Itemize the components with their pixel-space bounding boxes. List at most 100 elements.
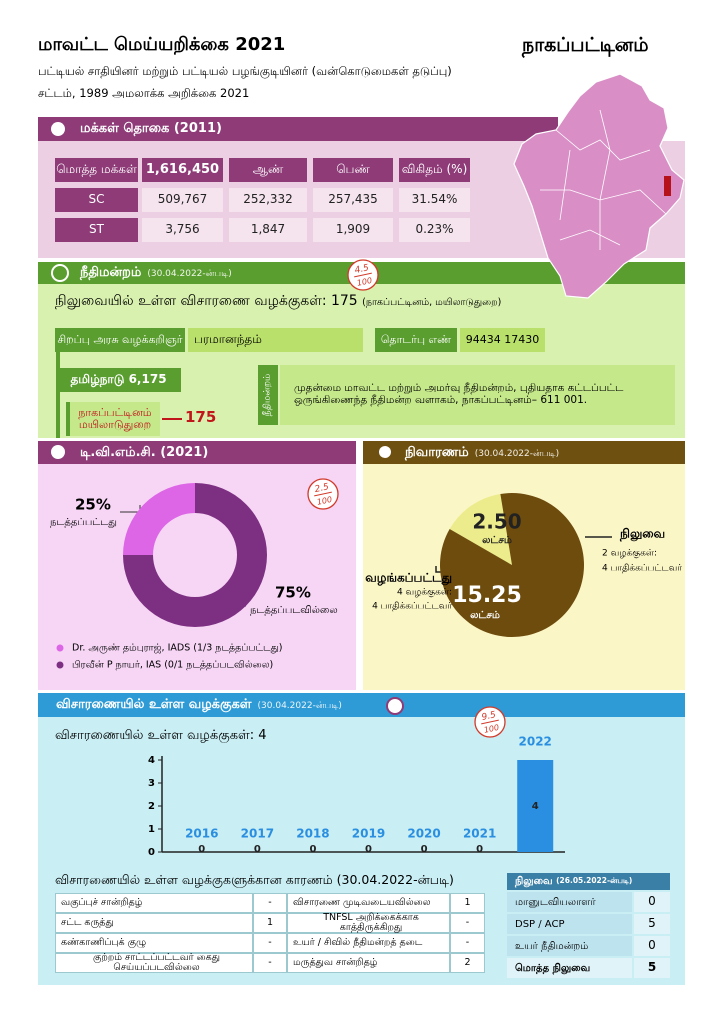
section-title: நீதிமன்றம் <box>80 265 142 280</box>
table-cell: 1,909 <box>313 218 393 242</box>
district-box: நாகப்பட்டினம் மயிலாடுதுறை <box>66 402 160 436</box>
reasons-table: வகுப்புச் சான்றிதழ் - விசாரணை முடிவடையவில்… <box>55 893 485 973</box>
bar <box>517 760 554 852</box>
table-cell: 5 <box>634 958 670 978</box>
table-cell: - <box>450 933 485 953</box>
table-cell: - <box>253 933 287 953</box>
value-label: 75% <box>275 584 311 602</box>
y-tick-label: 4 <box>148 755 155 766</box>
pending-title: நிலுவை <box>515 876 553 887</box>
detail: 4 பாதிக்கப்பட்டவர் <box>602 564 682 574</box>
score-rule <box>354 272 372 278</box>
unit: லட்சம் <box>470 610 500 621</box>
table-cell: SC <box>55 188 138 212</box>
table-cell: 0 <box>634 892 670 912</box>
prosecutor: பரமானந்தம் <box>188 328 363 352</box>
table-cell: 257,435 <box>313 188 393 212</box>
category-label: நடத்தப்படவில்லை <box>250 605 338 616</box>
pie-slice <box>449 493 512 565</box>
icon <box>51 264 69 282</box>
y-tick-label: 3 <box>148 778 155 789</box>
table-cell: DSP / ACP <box>507 914 632 934</box>
cases-subtitle: விசாரணையில் உள்ள வழக்குகள்: 4 <box>55 728 267 743</box>
subtitle: சட்டம், 1989 அமலாக்க அறிக்கை 2021 <box>38 86 250 100</box>
table-cell: சட்ட கருத்து <box>55 913 253 933</box>
table-cell: விசாரணை முடிவடையவில்லை <box>287 893 450 913</box>
table-cell: 1 <box>450 893 485 913</box>
legend-dot <box>56 644 64 652</box>
table-cell: 0.23% <box>399 218 470 242</box>
legend-dot <box>56 661 64 669</box>
x-tick-label: 2022 <box>519 735 552 749</box>
table-cell: 509,767 <box>142 188 223 212</box>
section-title: மக்கள் தொகை (2011) <box>80 121 222 136</box>
legend-entry: Dr. அருண் தம்புராஜ், IADS (1/3 நடத்தப்பட… <box>72 643 283 654</box>
score-max: 100 <box>356 276 373 288</box>
table-header: மொத்த மக்கள் <box>55 158 138 182</box>
table-cell: - <box>450 913 485 933</box>
icon <box>379 446 391 458</box>
prosecutor-label: சிறப்பு அரசு வழக்கறிஞர் <box>55 328 185 352</box>
dvmc-header: டி.வி.எம்.சி. (2021) <box>38 441 356 464</box>
category-label: நிலுவை <box>619 527 665 542</box>
value-label: 0 <box>254 844 261 855</box>
date: (30.04.2022-ன்படி) <box>257 701 342 711</box>
table-header: பெண் <box>313 158 393 182</box>
contact: 94434 17430 <box>460 328 545 352</box>
x-tick-label: 2016 <box>185 827 218 841</box>
district: நாகப்பட்டினம் <box>522 34 649 56</box>
table-cell: - <box>253 953 287 973</box>
table-cell: மொத்த நிலுவை <box>507 958 632 978</box>
detail: 4 வழக்குகள்: <box>397 588 452 599</box>
table-cell: TNFSL அறிக்கைக்காக காத்திருக்கிறது <box>287 912 450 933</box>
x-tick-label: 2020 <box>407 827 440 841</box>
cases-header: விசாரணையில் உள்ள வழக்குகள் (30.04.2022-ன்… <box>38 693 685 717</box>
value-label: 15.25 <box>452 583 522 608</box>
address: முதன்மை மாவட்ட மற்றும் அமர்வு நீதிமன்றம்… <box>280 365 675 425</box>
y-tick-label: 2 <box>148 801 155 812</box>
pending-date: (26.05.2022-ன்படி) <box>556 876 633 886</box>
value-label: 25% <box>75 496 111 514</box>
x-tick-label: 2018 <box>296 827 329 841</box>
category-label: நடத்தப்பட்டது <box>50 517 117 528</box>
score-max: 100 <box>316 495 333 507</box>
table-cell: 5 <box>634 914 670 934</box>
score: 2.5 <box>314 482 330 495</box>
y-tick-label: 0 <box>148 847 155 858</box>
table-cell: ST <box>55 218 138 242</box>
unit: லட்சம் <box>482 535 512 546</box>
date: (30.04.2022-ன்படி) <box>474 449 560 459</box>
table-cell: 1,847 <box>229 218 307 242</box>
legend-entry: பிரவீன் P நாயர், IAS (0/1 நடத்தப்படவில்ல… <box>72 660 273 671</box>
map-borders <box>540 109 667 250</box>
score-rule <box>314 491 332 497</box>
section-title: நிவாரணம் <box>405 445 469 460</box>
value-label: 0 <box>198 844 205 855</box>
detail: 2 வழக்குகள்: <box>602 549 657 560</box>
table-cell: 252,332 <box>229 188 307 212</box>
district-count: 175 <box>185 408 217 426</box>
icon <box>51 445 65 459</box>
date: (30.04.2022-ன்படி) <box>147 269 232 279</box>
connector <box>162 418 182 420</box>
icon <box>51 122 65 136</box>
detail: 4 பாதிக்கப்பட்டவர் <box>372 602 452 612</box>
table-cell: 2 <box>450 953 485 973</box>
table-cell: 3,756 <box>142 218 223 242</box>
section-title: டி.வி.எம்.சி. (2021) <box>80 445 209 460</box>
y-tick-label: 1 <box>148 824 155 835</box>
table-cell: உயர் நீதிமன்றம் <box>507 936 632 956</box>
subtitle: பட்டியல் சாதியினர் மற்றும் பட்டியல் பழங்… <box>38 64 452 78</box>
donut-segment <box>123 483 267 627</box>
relief-header: நிவாரணம் (30.04.2022-ன்படி) <box>363 441 685 464</box>
population-header: மக்கள் தொகை (2011) <box>38 117 558 141</box>
pending-table: மானுடவியலாளர் 0 DSP / ACP 5 உயர் நீதிமன்றம் 0… <box>507 892 670 980</box>
donut-segment <box>123 483 195 555</box>
contact-label: தொடர்பு எண் <box>375 328 457 352</box>
table-header: ஆண் <box>229 158 307 182</box>
icon <box>386 697 404 715</box>
score: 4.5 <box>354 263 370 276</box>
value-label: 4 <box>532 801 539 812</box>
state-count: தமிழ்நாடு 6,175 <box>56 368 181 392</box>
